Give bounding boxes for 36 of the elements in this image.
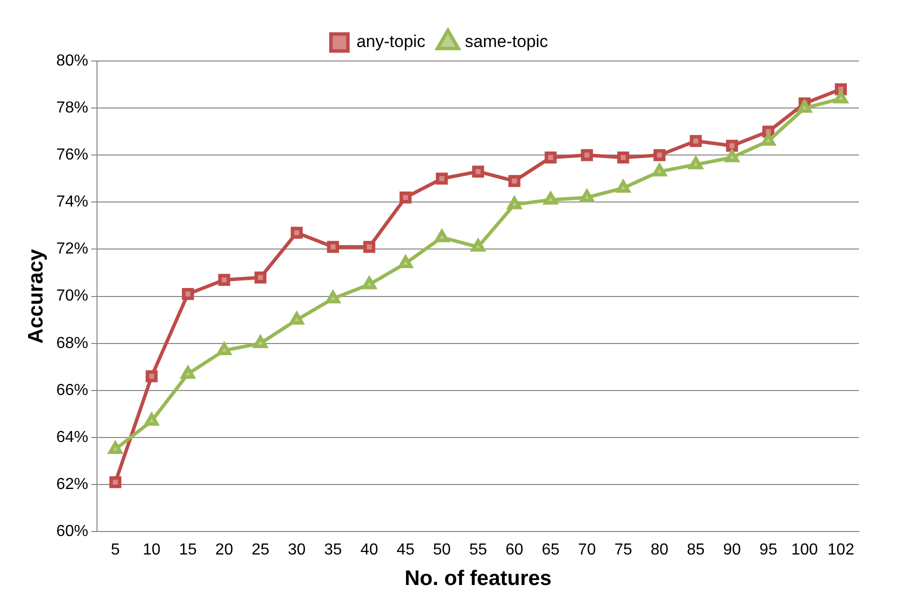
x-tick-label: 102 <box>828 542 854 559</box>
x-tick-label: 75 <box>614 542 632 559</box>
x-tick-label: 45 <box>396 542 415 559</box>
y-tick-label: 70% <box>56 288 88 305</box>
y-tick-label: 66% <box>56 382 88 399</box>
x-tick-label: 85 <box>686 542 705 559</box>
legend-label: same-topic <box>464 32 549 52</box>
legend-label: any-topic <box>356 32 426 52</box>
x-tick-label: 60 <box>505 542 524 559</box>
y-tick-label: 74% <box>56 194 88 211</box>
y-axis-title: Accuracy <box>24 248 48 344</box>
y-tick-label: 78% <box>56 99 88 116</box>
x-tick-label: 25 <box>252 542 270 559</box>
x-tick-label: 30 <box>288 542 306 559</box>
x-tick-label: 5 <box>110 542 120 559</box>
y-tick-label: 60% <box>56 523 88 540</box>
x-tick-label: 70 <box>578 542 596 559</box>
y-tick-label: 76% <box>56 146 88 164</box>
x-tick-label: 40 <box>360 542 378 559</box>
x-tick-label: 90 <box>723 542 742 559</box>
x-tick-label: 50 <box>432 542 451 559</box>
x-tick-label: 15 <box>179 542 197 559</box>
y-tick-label: 68% <box>56 334 88 352</box>
x-tick-label: 80 <box>650 542 668 559</box>
x-tick-label: 20 <box>215 542 234 559</box>
x-tick-label: 100 <box>791 542 818 559</box>
x-tick-label: 65 <box>542 542 560 559</box>
x-axis-title: No. of features <box>404 567 552 590</box>
y-tick-label: 64% <box>56 428 88 446</box>
y-tick-label: 80% <box>56 52 88 70</box>
y-tick-label: 72% <box>56 240 88 258</box>
y-tick-label: 62% <box>56 476 88 493</box>
x-tick-label: 10 <box>142 542 161 559</box>
x-tick-label: 55 <box>469 542 488 559</box>
x-tick-label: 95 <box>759 542 778 559</box>
x-tick-label: 35 <box>324 542 342 559</box>
